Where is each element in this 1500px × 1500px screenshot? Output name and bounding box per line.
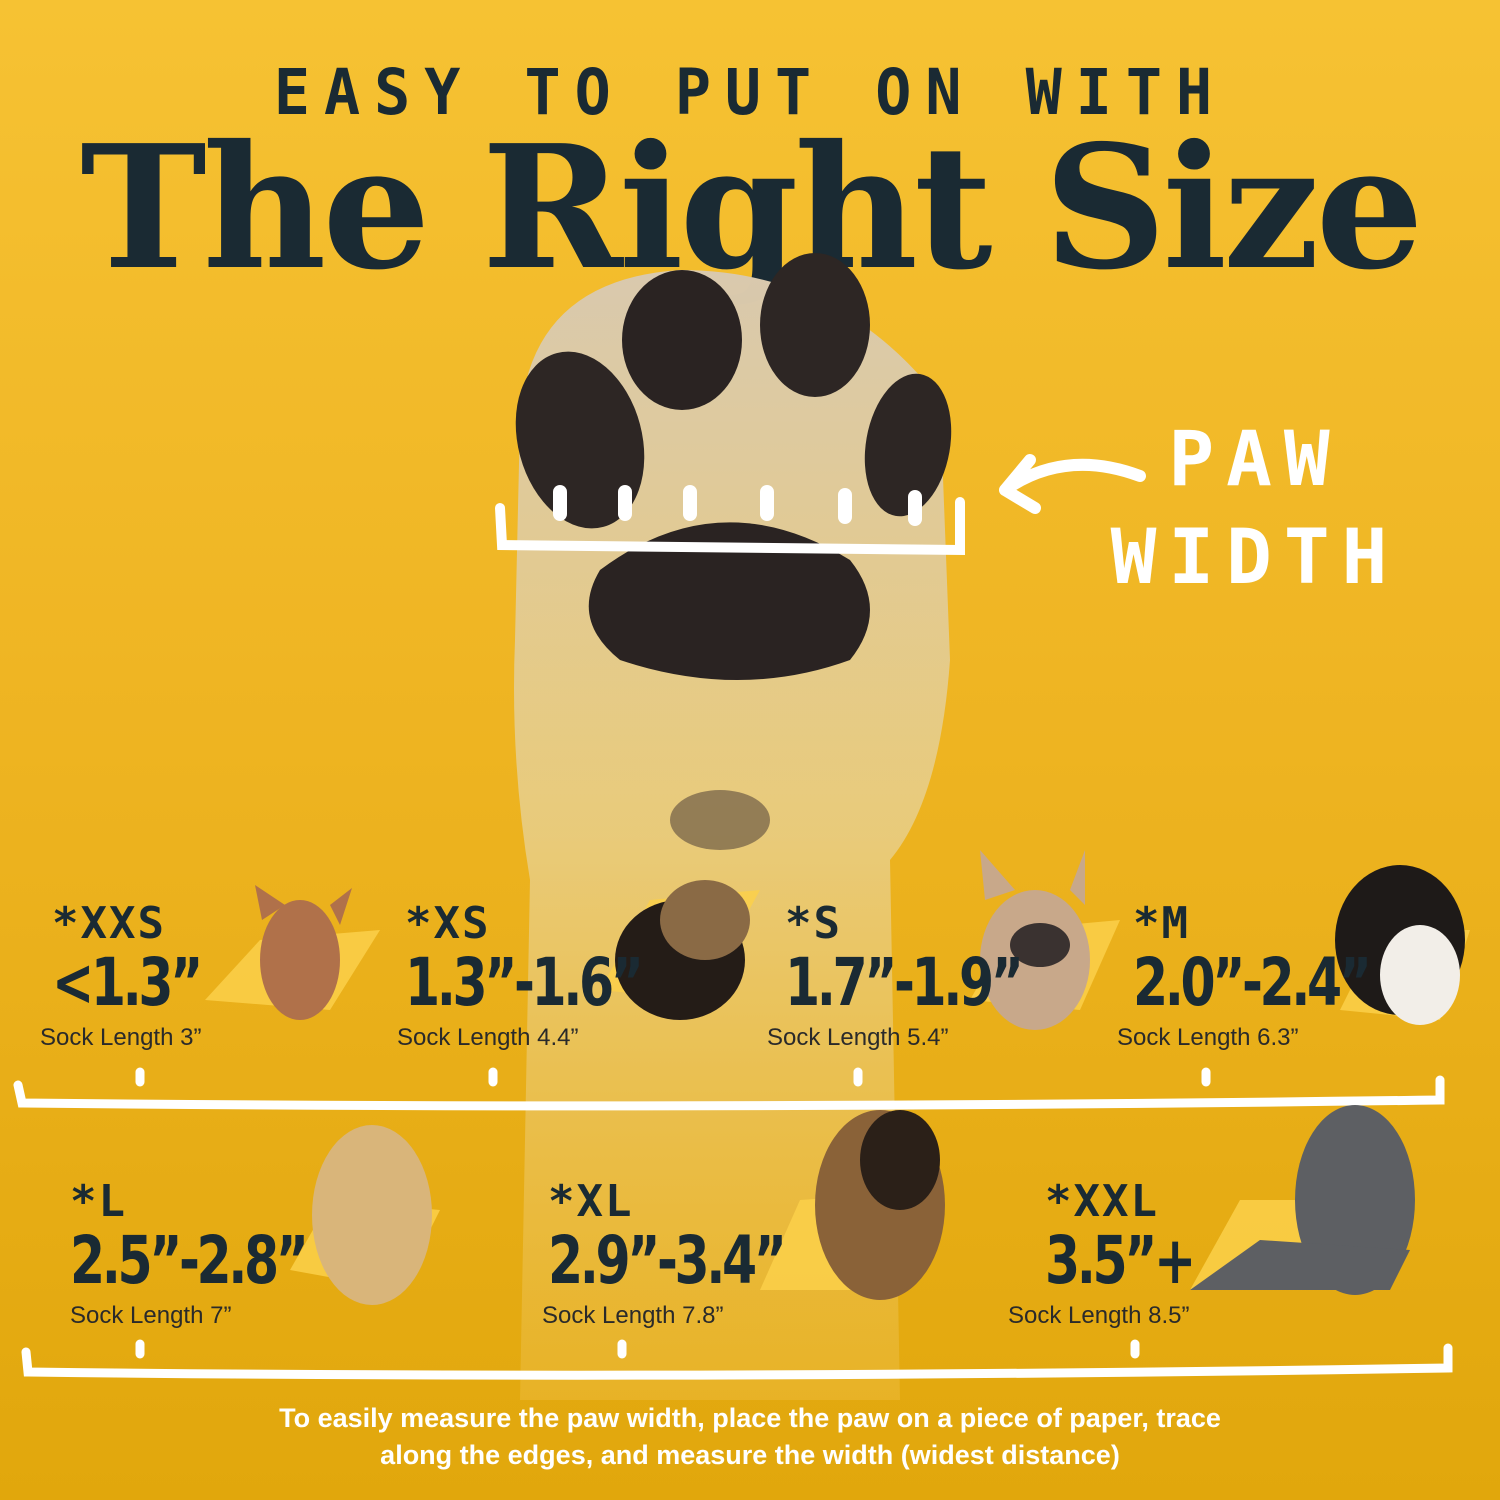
chihuahua-image	[255, 885, 352, 1020]
size-range: 2.5”-2.8”	[70, 1222, 309, 1299]
sock-length: Sock Length 7”	[70, 1302, 232, 1329]
size-name: *M	[1133, 898, 1190, 949]
size-xl: *XL 2.9”-3.4” Sock Length 7.8”	[542, 1176, 825, 1330]
size-s: *S 1.7”-1.9” Sock Length 5.4”	[767, 898, 1062, 1052]
french-bulldog-image	[980, 850, 1090, 1030]
sock-length: Sock Length 4.4”	[397, 1024, 579, 1051]
paw-width-label: PAW WIDTH	[1110, 410, 1400, 606]
sock-length: Sock Length 8.5”	[1008, 1302, 1190, 1329]
size-name: *L	[70, 1176, 127, 1227]
size-name: *XXL	[1045, 1176, 1159, 1227]
sock-length: Sock Length 3”	[40, 1024, 202, 1051]
arrow-left-icon	[999, 454, 1146, 514]
size-xxs: *XXS <1.3” Sock Length 3”	[40, 898, 226, 1052]
size-name: *XS	[405, 898, 491, 949]
paw-label-line2: WIDTH	[1110, 512, 1400, 601]
subtitle: EASY TO PUT ON WITH	[273, 56, 1227, 130]
sock-length: Sock Length 6.3”	[1117, 1024, 1299, 1051]
sock-length: Sock Length 5.4”	[767, 1024, 949, 1051]
german-shepherd-image	[815, 1110, 945, 1300]
measure-instructions: To easily measure the paw width, place t…	[0, 1400, 1500, 1474]
size-name: *S	[785, 898, 842, 949]
size-xxl: *XXL 3.5”+ Sock Length 8.5”	[1008, 1176, 1219, 1330]
bernese-mountain-dog-image	[1335, 865, 1465, 1025]
size-range: <1.3”	[52, 944, 203, 1021]
size-range: 1.7”-1.9”	[785, 944, 1024, 1021]
sock-length: Sock Length 7.8”	[542, 1302, 724, 1329]
size-name: *XL	[548, 1176, 634, 1227]
size-range: 3.5”+	[1045, 1222, 1196, 1299]
paw-image	[495, 253, 965, 1400]
size-l: *L 2.5”-2.8” Sock Length 7”	[70, 1178, 347, 1330]
yorkshire-terrier-image	[615, 880, 750, 1020]
size-xs: *XS 1.3”-1.6” Sock Length 4.4”	[397, 898, 682, 1052]
golden-retriever-image	[312, 1125, 432, 1305]
size-m: *M 2.0”-2.4” Sock Length 6.3”	[1117, 898, 1410, 1052]
size-range: 2.0”-2.4”	[1133, 944, 1372, 1021]
page-title: The Right Size	[80, 108, 1424, 308]
great-dane-image	[1190, 1105, 1415, 1295]
ruler-top	[13, 1075, 1445, 1111]
size-range: 2.9”-3.4”	[548, 1222, 787, 1299]
size-name: *XXS	[52, 898, 166, 949]
instructions-line2: along the edges, and measure the width (…	[380, 1440, 1120, 1470]
ruler-bottom	[21, 1343, 1453, 1380]
size-range: 1.3”-1.6”	[405, 944, 644, 1021]
instructions-line1: To easily measure the paw width, place t…	[279, 1403, 1221, 1433]
paw-label-line1: PAW	[1168, 414, 1342, 503]
